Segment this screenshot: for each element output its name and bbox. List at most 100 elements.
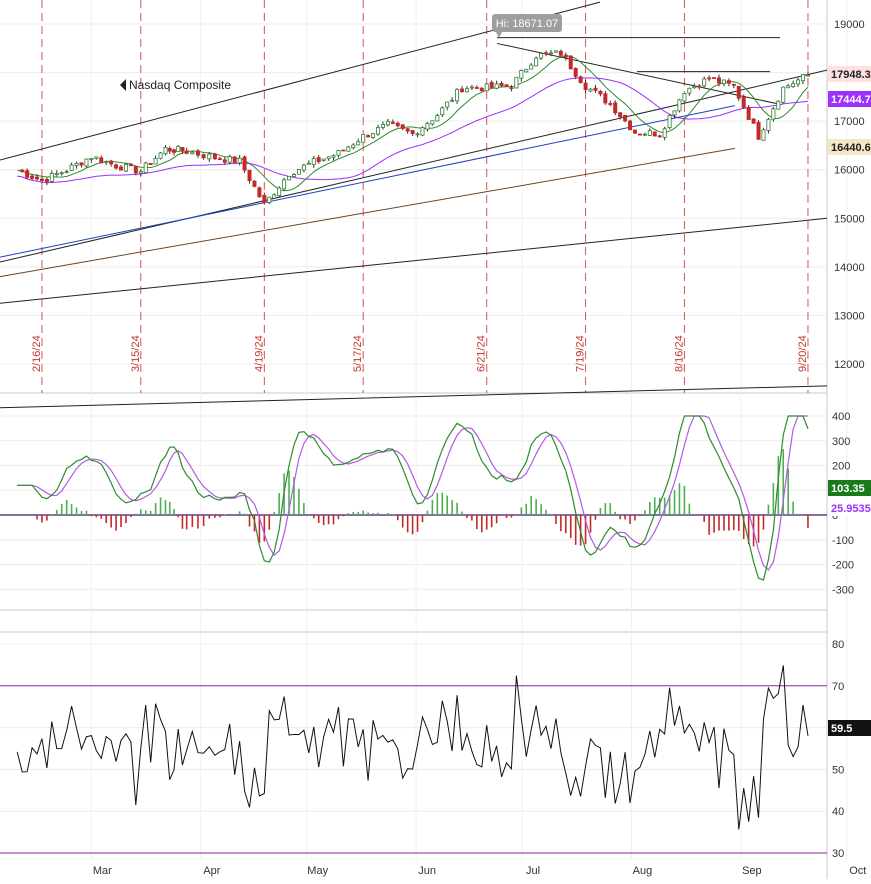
candle-body[interactable]: [553, 50, 558, 53]
candle-body[interactable]: [455, 89, 460, 102]
candle-body[interactable]: [252, 180, 257, 187]
candle-body[interactable]: [544, 52, 549, 55]
candle-body[interactable]: [257, 187, 262, 198]
candle-body[interactable]: [356, 141, 361, 146]
candle-body[interactable]: [430, 120, 435, 125]
candle-body[interactable]: [277, 187, 282, 197]
candle-body[interactable]: [731, 83, 736, 86]
candle-body[interactable]: [89, 158, 94, 161]
candle-body[interactable]: [667, 114, 672, 128]
candle-body[interactable]: [84, 158, 89, 167]
candle-body[interactable]: [222, 159, 227, 163]
candle-body[interactable]: [484, 83, 489, 92]
candle-body[interactable]: [94, 156, 99, 159]
candle-body[interactable]: [366, 135, 371, 138]
candle-body[interactable]: [717, 77, 722, 84]
candle-body[interactable]: [420, 127, 425, 136]
candle-body[interactable]: [104, 161, 109, 163]
candle-body[interactable]: [751, 118, 756, 124]
candle-body[interactable]: [133, 166, 138, 174]
candle-body[interactable]: [242, 156, 247, 171]
candle-body[interactable]: [148, 162, 153, 166]
candle-body[interactable]: [25, 170, 30, 178]
candle-body[interactable]: [776, 100, 781, 110]
candle-body[interactable]: [410, 130, 415, 134]
candle-body[interactable]: [171, 149, 176, 153]
candle-body[interactable]: [499, 82, 504, 87]
candle-body[interactable]: [766, 118, 771, 131]
candle-body[interactable]: [628, 120, 633, 131]
candle-body[interactable]: [69, 164, 74, 171]
candle-body[interactable]: [123, 163, 128, 172]
candle-body[interactable]: [469, 86, 474, 89]
candle-body[interactable]: [637, 133, 642, 136]
candle-body[interactable]: [460, 88, 465, 92]
candle-body[interactable]: [786, 85, 791, 89]
candle-body[interactable]: [791, 83, 796, 88]
candle-body[interactable]: [642, 133, 647, 136]
candle-body[interactable]: [494, 83, 499, 89]
candle-body[interactable]: [435, 115, 440, 122]
candle-body[interactable]: [697, 85, 702, 88]
candle-body[interactable]: [647, 130, 652, 136]
candle-body[interactable]: [801, 74, 806, 82]
candle-body[interactable]: [652, 131, 657, 137]
candle-body[interactable]: [20, 169, 25, 173]
candle-body[interactable]: [741, 96, 746, 108]
candle-body[interactable]: [54, 173, 59, 176]
candle-body[interactable]: [39, 178, 44, 181]
candle-body[interactable]: [479, 87, 484, 92]
candle-body[interactable]: [568, 55, 573, 70]
candle-body[interactable]: [316, 157, 321, 163]
candle-body[interactable]: [74, 162, 79, 166]
candle-body[interactable]: [726, 80, 731, 84]
candle-body[interactable]: [59, 172, 64, 175]
candle-body[interactable]: [450, 99, 455, 102]
candle-body[interactable]: [573, 67, 578, 77]
candle-body[interactable]: [400, 124, 405, 129]
candlesticks[interactable]: [20, 49, 810, 205]
candle-body[interactable]: [805, 74, 810, 77]
candle-body[interactable]: [514, 76, 519, 89]
candle-body[interactable]: [781, 86, 786, 103]
candle-body[interactable]: [267, 196, 272, 203]
candle-body[interactable]: [227, 156, 232, 163]
candle-body[interactable]: [163, 147, 168, 155]
candle-body[interactable]: [425, 123, 430, 130]
candle-body[interactable]: [707, 77, 712, 80]
candle-body[interactable]: [440, 107, 445, 116]
candle-body[interactable]: [524, 68, 529, 73]
candle-body[interactable]: [771, 108, 776, 120]
candle-body[interactable]: [721, 79, 726, 85]
candle-body[interactable]: [79, 162, 84, 166]
candle-body[interactable]: [657, 135, 662, 138]
candle-body[interactable]: [346, 146, 351, 152]
candle-body[interactable]: [756, 121, 761, 140]
candle-body[interactable]: [662, 128, 667, 138]
candle-body[interactable]: [321, 158, 326, 161]
candle-body[interactable]: [207, 153, 212, 160]
candle-body[interactable]: [361, 134, 366, 143]
candle-body[interactable]: [623, 114, 628, 122]
candle-body[interactable]: [598, 90, 603, 95]
candle-body[interactable]: [519, 70, 524, 79]
candle-body[interactable]: [687, 87, 692, 94]
candle-body[interactable]: [153, 157, 158, 165]
candle-body[interactable]: [184, 150, 189, 154]
candle-body[interactable]: [30, 175, 35, 179]
candle-body[interactable]: [405, 128, 410, 132]
candle-body[interactable]: [247, 169, 252, 182]
candle-body[interactable]: [44, 178, 49, 183]
candle-body[interactable]: [539, 52, 544, 59]
candle-body[interactable]: [632, 129, 637, 134]
candle-body[interactable]: [712, 77, 717, 79]
candle-body[interactable]: [167, 147, 172, 152]
candle-body[interactable]: [504, 84, 509, 87]
candle-body[interactable]: [301, 164, 306, 171]
candle-body[interactable]: [603, 93, 608, 104]
candle-body[interactable]: [49, 173, 54, 182]
candle-body[interactable]: [529, 64, 534, 70]
candle-body[interactable]: [464, 88, 469, 93]
